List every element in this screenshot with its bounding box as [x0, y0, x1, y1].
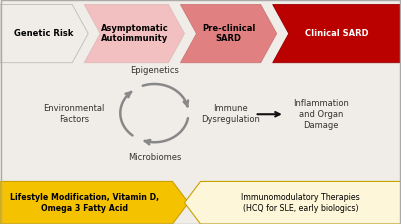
Text: Pre-clinical
SARD: Pre-clinical SARD — [202, 24, 255, 43]
Text: Immunomodulatory Therapies
(HCQ for SLE, early biologics): Immunomodulatory Therapies (HCQ for SLE,… — [241, 193, 360, 213]
Text: Lifestyle Modification, Vitamin D,
Omega 3 Fatty Acid: Lifestyle Modification, Vitamin D, Omega… — [10, 193, 159, 213]
Polygon shape — [84, 4, 184, 63]
Text: Inflammation
and Organ
Damage: Inflammation and Organ Damage — [293, 99, 349, 130]
Polygon shape — [180, 4, 277, 63]
Text: Clinical SARD: Clinical SARD — [305, 29, 369, 38]
Text: Genetic Risk: Genetic Risk — [14, 29, 74, 38]
Text: Environmental
Factors: Environmental Factors — [43, 104, 105, 124]
Polygon shape — [0, 4, 88, 63]
Polygon shape — [0, 181, 188, 224]
Polygon shape — [184, 181, 401, 224]
Text: Immune
Dysregulation: Immune Dysregulation — [201, 104, 260, 124]
Text: Epigenetics: Epigenetics — [130, 66, 179, 75]
Text: Microbiomes: Microbiomes — [128, 153, 181, 162]
Text: Asymptomatic
Autoimmunity: Asymptomatic Autoimmunity — [101, 24, 168, 43]
Polygon shape — [273, 4, 401, 63]
